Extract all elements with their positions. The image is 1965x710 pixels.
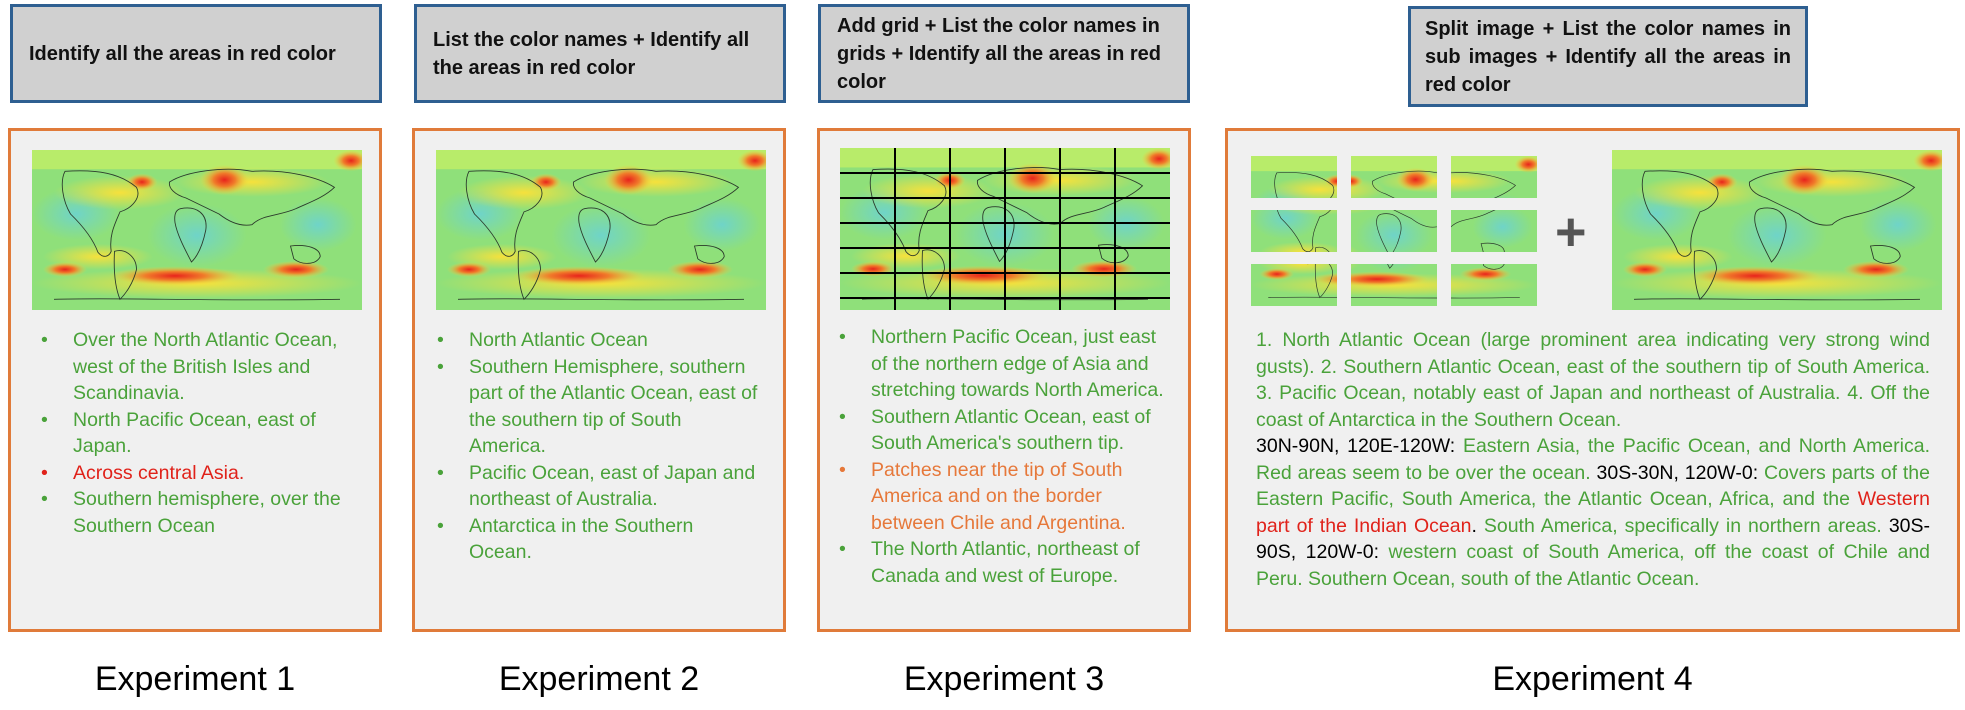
world-map-icon (32, 150, 362, 310)
sub-image-8 (1351, 264, 1437, 306)
result-list-1: Over the North Atlantic Ocean, west of t… (35, 327, 355, 539)
sub-image-9 (1451, 264, 1537, 306)
sub-image-5 (1351, 210, 1437, 252)
sub-image-3 (1451, 156, 1537, 198)
sub-image-7 (1251, 264, 1337, 306)
list-item: Over the North Atlantic Ocean, west of t… (35, 327, 355, 407)
world-map-icon (1451, 264, 1537, 306)
prompt-box-3: Add grid + List the color names in grids… (818, 4, 1190, 103)
list-item: North Atlantic Ocean (431, 327, 761, 354)
wind-map-1 (32, 150, 362, 310)
list-item: Across central Asia. (35, 460, 355, 487)
world-map-icon (1451, 210, 1537, 252)
wind-map-2 (436, 150, 766, 310)
world-map-icon (1351, 264, 1437, 306)
sub-image-1 (1251, 156, 1337, 198)
list-item: Pacific Ocean, east of Japan and northea… (431, 460, 761, 513)
result-paragraph-4: 1. North Atlantic Ocean (large prominent… (1256, 327, 1930, 592)
prompt-box-2: List the color names + Identify all the … (414, 4, 786, 103)
list-item: Northern Pacific Ocean, just east of the… (833, 324, 1173, 404)
prompt-text-1: Identify all the areas in red color (29, 42, 336, 65)
sub-image-4 (1251, 210, 1337, 252)
segment-text: South America, specifically in northern … (1483, 514, 1889, 537)
prompt-text-4: Split image + List the color names in su… (1425, 17, 1791, 96)
gridded-world-map-icon (840, 148, 1170, 310)
segment-text: . (1471, 514, 1484, 537)
prompt-box-4: Split image + List the color names in su… (1408, 6, 1808, 107)
segment-region-label: 30S-90S, 120W-0: (1256, 514, 1931, 564)
list-item: Antarctica in the Southern Ocean. (431, 513, 761, 566)
caption-experiment-3: Experiment 3 (903, 660, 1105, 698)
world-map-icon (1612, 150, 1942, 310)
sub-image-6 (1451, 210, 1537, 252)
segment-text: Eastern Asia, the Pacific Ocean, and Nor… (1256, 435, 1930, 484)
list-item: Patches near the tip of South America an… (833, 457, 1173, 537)
list-item: Southern Hemisphere, southern part of th… (431, 354, 761, 460)
prompt-text-2: List the color names + Identify all the … (433, 28, 750, 79)
list-item: Southern hemisphere, over the Southern O… (35, 486, 355, 539)
list-item: Southern Atlantic Ocean, east of South A… (833, 404, 1173, 457)
world-map-icon (1251, 264, 1337, 306)
world-map-icon (436, 150, 766, 310)
world-map-icon (1351, 210, 1437, 252)
prompt-text-3: Add grid + List the color names in grids… (837, 14, 1161, 93)
wind-map-4 (1612, 150, 1942, 310)
caption-experiment-4: Experiment 4 (1492, 660, 1693, 698)
segment-region-label: 30N-90N, 120E-120W: (1256, 435, 1463, 457)
result-list-2: North Atlantic Ocean Southern Hemisphere… (431, 327, 761, 566)
sub-image-2 (1351, 156, 1437, 198)
segment-highlight: Western part of the Indian Ocean (1256, 488, 1930, 537)
segment-region-label: 30S-30N, 120W-0: (1596, 461, 1764, 484)
plus-icon: + (1555, 202, 1587, 262)
list-item: North Pacific Ocean, east of Japan. (35, 407, 355, 460)
world-map-icon (1251, 210, 1337, 252)
segment-summary: 1. North Atlantic Ocean (large prominent… (1256, 329, 1930, 431)
caption-experiment-1: Experiment 1 (94, 660, 296, 698)
result-list-3: Northern Pacific Ocean, just east of the… (833, 324, 1173, 589)
caption-experiment-2: Experiment 2 (498, 660, 700, 698)
world-map-icon (1251, 156, 1337, 198)
segment-text: Covers parts of the Eastern Pacific, Sou… (1256, 461, 1930, 511)
world-map-icon (1451, 156, 1537, 198)
wind-map-3 (840, 148, 1170, 310)
world-map-icon (1351, 156, 1437, 198)
prompt-box-1: Identify all the areas in red color (10, 4, 382, 103)
list-item: The North Atlantic, northeast of Canada … (833, 536, 1173, 589)
segment-text: western coast of South America, off the … (1256, 541, 1931, 590)
